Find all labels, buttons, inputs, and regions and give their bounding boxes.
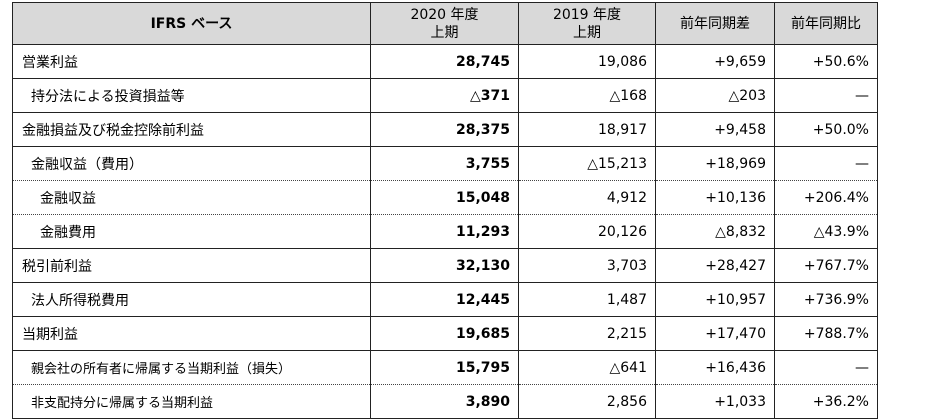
financial-table: IFRS ベース 2020 年度 上期 2019 年度 上期 前年同期差 前年同… <box>12 2 878 419</box>
cell-2020: 15,795 <box>370 350 519 385</box>
cell-2020: 19,685 <box>370 316 519 351</box>
table-row: 持分法による投資損益等 △371 △168 △203 — <box>12 78 878 113</box>
cell-yoy-diff: +17,470 <box>655 316 775 351</box>
cell-yoy-ratio: +767.7% <box>774 248 878 283</box>
row-label: 非支配持分に帰属する当期利益 <box>12 384 371 419</box>
row-label: 金融収益（費用） <box>12 146 371 181</box>
cell-2020: 32,130 <box>370 248 519 283</box>
cell-2020: 11,293 <box>370 214 519 249</box>
row-label: 金融収益 <box>12 180 371 215</box>
cell-2020: 28,745 <box>370 44 519 79</box>
cell-yoy-diff: +10,957 <box>655 282 775 317</box>
header-yoy-ratio: 前年同期比 <box>774 2 878 45</box>
cell-yoy-diff: +16,436 <box>655 350 775 385</box>
row-label: 法人所得税費用 <box>12 282 371 317</box>
table-row: 金融損益及び税金控除前利益 28,375 18,917 +9,458 +50.0… <box>12 112 878 147</box>
cell-2020: △371 <box>370 78 519 113</box>
row-label: 親会社の所有者に帰属する当期利益（損失） <box>12 350 371 385</box>
cell-2020: 15,048 <box>370 180 519 215</box>
row-label: 金融損益及び税金控除前利益 <box>12 112 371 147</box>
table-row: 非支配持分に帰属する当期利益 3,890 2,856 +1,033 +36.2% <box>12 384 878 419</box>
header-2020-h1: 2020 年度 上期 <box>370 2 519 45</box>
cell-yoy-diff: +1,033 <box>655 384 775 419</box>
cell-yoy-diff: +18,969 <box>655 146 775 181</box>
table-row: 当期利益 19,685 2,215 +17,470 +788.7% <box>12 316 878 351</box>
cell-2020: 3,755 <box>370 146 519 181</box>
cell-yoy-ratio: +50.6% <box>774 44 878 79</box>
cell-2020: 12,445 <box>370 282 519 317</box>
cell-2019: 18,917 <box>518 112 656 147</box>
cell-2019: △641 <box>518 350 656 385</box>
row-label: 当期利益 <box>12 316 371 351</box>
table-row: 金融費用 11,293 20,126 △8,832 △43.9% <box>12 214 878 249</box>
cell-yoy-ratio: +206.4% <box>774 180 878 215</box>
cell-yoy-diff: +9,659 <box>655 44 775 79</box>
header-row: IFRS ベース 2020 年度 上期 2019 年度 上期 前年同期差 前年同… <box>12 2 878 45</box>
cell-2019: 1,487 <box>518 282 656 317</box>
table-row: 税引前利益 32,130 3,703 +28,427 +767.7% <box>12 248 878 283</box>
header-2020-line2: 上期 <box>430 24 459 41</box>
header-basis-label: IFRS ベース <box>12 2 371 45</box>
cell-yoy-diff: +9,458 <box>655 112 775 147</box>
cell-2019: 20,126 <box>518 214 656 249</box>
cell-2019: 2,215 <box>518 316 656 351</box>
table-row: 営業利益 28,745 19,086 +9,659 +50.6% <box>12 44 878 79</box>
cell-yoy-ratio: +36.2% <box>774 384 878 419</box>
cell-yoy-ratio: — <box>774 350 878 385</box>
table-row: 法人所得税費用 12,445 1,487 +10,957 +736.9% <box>12 282 878 317</box>
table-row: 親会社の所有者に帰属する当期利益（損失） 15,795 △641 +16,436… <box>12 350 878 385</box>
cell-yoy-ratio: +50.0% <box>774 112 878 147</box>
header-2019-line1: 2019 年度 <box>552 6 622 23</box>
cell-2019: 19,086 <box>518 44 656 79</box>
cell-2019: 4,912 <box>518 180 656 215</box>
cell-yoy-ratio: — <box>774 78 878 113</box>
header-2020-line1: 2020 年度 <box>410 6 479 23</box>
header-2019-h1: 2019 年度 上期 <box>518 2 656 45</box>
cell-2019: 2,856 <box>518 384 656 419</box>
cell-yoy-diff: +10,136 <box>655 180 775 215</box>
cell-2019: 3,703 <box>518 248 656 283</box>
header-2019-line2: 上期 <box>573 24 601 41</box>
row-label: 営業利益 <box>12 44 371 79</box>
cell-yoy-diff: △8,832 <box>655 214 775 249</box>
cell-2020: 28,375 <box>370 112 519 147</box>
cell-yoy-ratio: +736.9% <box>774 282 878 317</box>
cell-yoy-ratio: — <box>774 146 878 181</box>
header-yoy-diff: 前年同期差 <box>655 2 775 45</box>
cell-yoy-diff: +28,427 <box>655 248 775 283</box>
cell-yoy-ratio: +788.7% <box>774 316 878 351</box>
table-row: 金融収益 15,048 4,912 +10,136 +206.4% <box>12 180 878 215</box>
row-label: 税引前利益 <box>12 248 371 283</box>
cell-2019: △15,213 <box>518 146 656 181</box>
cell-2020: 3,890 <box>370 384 519 419</box>
cell-yoy-ratio: △43.9% <box>774 214 878 249</box>
cell-2019: △168 <box>518 78 656 113</box>
row-label: 持分法による投資損益等 <box>12 78 371 113</box>
cell-yoy-diff: △203 <box>655 78 775 113</box>
row-label: 金融費用 <box>12 214 371 249</box>
table-row: 金融収益（費用） 3,755 △15,213 +18,969 — <box>12 146 878 181</box>
